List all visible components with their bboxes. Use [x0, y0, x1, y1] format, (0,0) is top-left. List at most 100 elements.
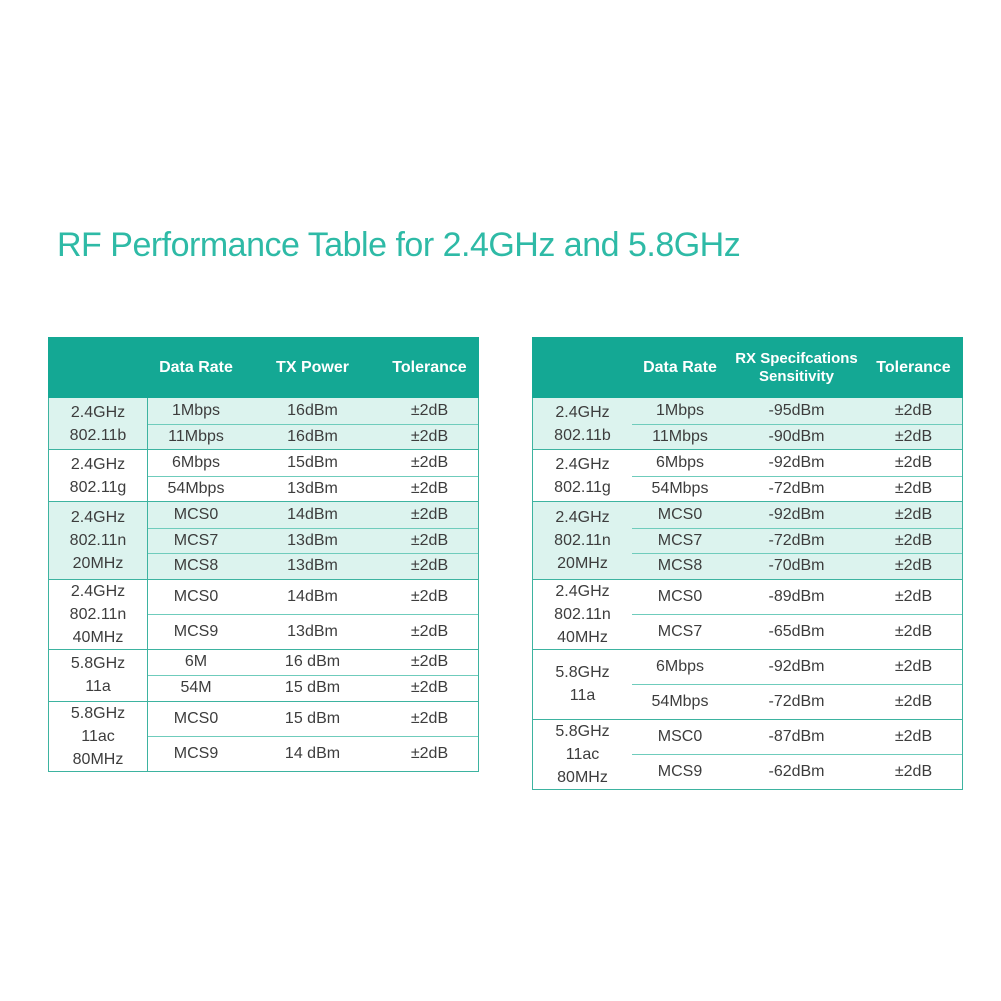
table-cell: ±2dB	[894, 727, 933, 745]
band-cell-line: 2.4GHz	[70, 455, 126, 473]
group-rows: 1Mbps 16dBm ±2dB 11Mbps 16dBm ±2dB	[148, 398, 478, 449]
band-cell-line: 2.4GHz	[555, 403, 610, 421]
table-cell: ±2dB	[894, 401, 933, 419]
table-row: 1Mbps 16dBm ±2dB	[148, 398, 478, 424]
table-row: MCS0 14dBm ±2dB	[148, 580, 478, 615]
band-group: 2.4GHz 802.11n 20MHz MCS0 -92dBm ±2dB MCS7 -72d…	[533, 501, 962, 579]
band-group: 2.4GHz 802.11n 40MHz MCS0 -89dBm ±2dB MCS7 -65d…	[533, 578, 962, 649]
table-cell: 1Mbps	[171, 401, 221, 419]
group-rows: 6Mbps -92dBm ±2dB 54Mbps -72dBm ±2dB	[632, 650, 962, 719]
table-cell: -62dBm	[768, 762, 825, 780]
band-cell-line: 11ac	[565, 745, 600, 763]
band-cell-line: 802.11n	[554, 531, 611, 549]
table-cell: -72dBm	[768, 692, 825, 710]
table-cell: ±2dB	[894, 453, 933, 471]
table-cell: 54Mbps	[651, 692, 709, 710]
table-cell: 54Mbps	[167, 479, 225, 497]
band-cell-line: 11a	[569, 687, 596, 704]
table-cell: ±2dB	[894, 657, 933, 675]
table-cell: 16 dBm	[284, 653, 341, 671]
table-row: 6Mbps -92dBm ±2dB	[632, 450, 962, 476]
table-row: MCS7 13dBm ±2dB	[148, 527, 478, 554]
table-cell: MCS7	[173, 531, 219, 549]
table-cell: -87dBm	[768, 727, 825, 745]
table-cell: -70dBm	[768, 557, 825, 575]
table-cell: ±2dB	[894, 531, 933, 549]
table-cell: -92dBm	[768, 453, 825, 471]
table-cell: MCS0	[657, 505, 703, 523]
table-cell: ±2dB	[894, 557, 933, 575]
table-cell: 16dBm	[287, 401, 338, 419]
table-row: MCS0 14dBm ±2dB	[148, 502, 478, 528]
table-cell: MCS9	[173, 744, 219, 762]
band-cell-line: 5.8GHz	[70, 655, 126, 672]
table-cell: MCS9	[657, 762, 703, 780]
tx-table-header: Data Rate TX Power Tolerance	[48, 337, 479, 398]
band-cell-line: 802.11n	[554, 605, 611, 623]
rx-table-body: 2.4GHz 802.11b 1Mbps -95dBm ±2dB 11Mbps -90dBm…	[532, 398, 963, 790]
group-rows: MCS0 15 dBm ±2dB MCS9 14 dBm ±2dB	[148, 702, 478, 771]
table-cell: -65dBm	[768, 622, 825, 640]
group-rows: 6Mbps -92dBm ±2dB 54Mbps -72dBm ±2dB	[632, 450, 962, 501]
group-rows: MCS0 -92dBm ±2dB MCS7 -72dBm ±2dB MCS8 -70dBm ±2…	[632, 502, 962, 579]
group-rows: MSC0 -87dBm ±2dB MCS9 -62dBm ±2dB	[632, 720, 962, 789]
header-cell: RX Specifcations Sensitivity	[728, 350, 865, 386]
table-cell: ±2dB	[410, 587, 449, 605]
table-row: MCS9 -62dBm ±2dB	[632, 754, 962, 789]
table-cell: 54M	[180, 679, 212, 697]
band-cell: 5.8GHz 11ac 80MHz	[533, 720, 632, 789]
table-cell: 13dBm	[287, 479, 338, 497]
band-cell-line: 20MHz	[557, 554, 608, 572]
band-group: 2.4GHz 802.11g 6Mbps 15dBm ±2dB 54Mbps 13dBm ±2…	[49, 449, 478, 501]
group-rows: MCS0 14dBm ±2dB MCS9 13dBm ±2dB	[148, 580, 478, 649]
table-cell: MCS0	[173, 709, 219, 727]
table-cell: ±2dB	[894, 762, 933, 780]
header-cell: Data Rate	[159, 358, 233, 376]
header-cell-line: RX Specifcations	[735, 349, 858, 367]
band-cell-line: 802.11b	[69, 426, 127, 444]
band-cell: 5.8GHz 11ac 80MHz	[49, 701, 148, 771]
band-cell-line: 5.8GHz	[555, 722, 610, 740]
table-cell: ±2dB	[894, 479, 933, 497]
table-cell: ±2dB	[410, 401, 449, 419]
table-cell: 11Mbps	[168, 427, 224, 445]
table-row: MCS9 14 dBm ±2dB	[148, 736, 478, 771]
band-cell: 2.4GHz 802.11n 40MHz	[533, 580, 632, 649]
tx-power-table: Data Rate TX Power Tolerance 2.4GHz 802.11b…	[48, 337, 479, 772]
table-row: MSC0 -87dBm ±2dB	[632, 720, 962, 755]
rx-table-header: Data Rate RX Specifcations Sensitivity Tole…	[532, 337, 963, 398]
table-cell: 11Mbps	[652, 427, 708, 445]
band-group: 5.8GHz 11ac 80MHz MSC0 -87dBm ±2dB MCS9 -62dBm ±…	[533, 718, 962, 789]
table-cell: -92dBm	[768, 657, 825, 675]
table-cell: MCS7	[657, 531, 703, 549]
band-cell: 2.4GHz 802.11b	[49, 398, 148, 449]
table-cell: 15 dBm	[284, 709, 341, 727]
table-row: 11Mbps -90dBm ±2dB	[632, 423, 962, 450]
table-cell: ±2dB	[894, 587, 933, 605]
table-row: MCS7 -72dBm ±2dB	[632, 527, 962, 554]
table-cell: 6Mbps	[655, 453, 705, 471]
table-cell: 14 dBm	[284, 744, 341, 762]
table-cell: MCS0	[657, 587, 703, 605]
table-cell: 1Mbps	[655, 401, 705, 419]
table-row: 54Mbps -72dBm ±2dB	[632, 684, 962, 719]
table-cell: MCS9	[173, 622, 219, 640]
band-cell-line: 2.4GHz	[70, 582, 126, 600]
group-rows: MCS0 14dBm ±2dB MCS7 13dBm ±2dB MCS8 13dBm ±2dB	[148, 502, 478, 579]
band-cell-line: 5.8GHz	[70, 704, 126, 722]
table-row: MCS0 -89dBm ±2dB	[632, 580, 962, 615]
table-cell: 14dBm	[287, 505, 338, 523]
table-cell: ±2dB	[894, 692, 933, 710]
rx-sensitivity-table: Data Rate RX Specifcations Sensitivity Tole…	[532, 337, 963, 790]
band-group: 2.4GHz 802.11b 1Mbps 16dBm ±2dB 11Mbps 16dBm ±2…	[49, 398, 478, 449]
band-cell-line: 2.4GHz	[555, 455, 610, 473]
band-cell-line: 80MHz	[557, 768, 608, 786]
table-cell: ±2dB	[410, 505, 449, 523]
header-cell: Tolerance	[392, 358, 467, 376]
table-row: 6Mbps -92dBm ±2dB	[632, 650, 962, 685]
table-cell: ±2dB	[410, 479, 449, 497]
table-cell: 15 dBm	[284, 679, 341, 697]
table-cell: -95dBm	[768, 401, 825, 419]
band-group: 2.4GHz 802.11n 20MHz MCS0 14dBm ±2dB MCS7 13dBm…	[49, 501, 478, 579]
